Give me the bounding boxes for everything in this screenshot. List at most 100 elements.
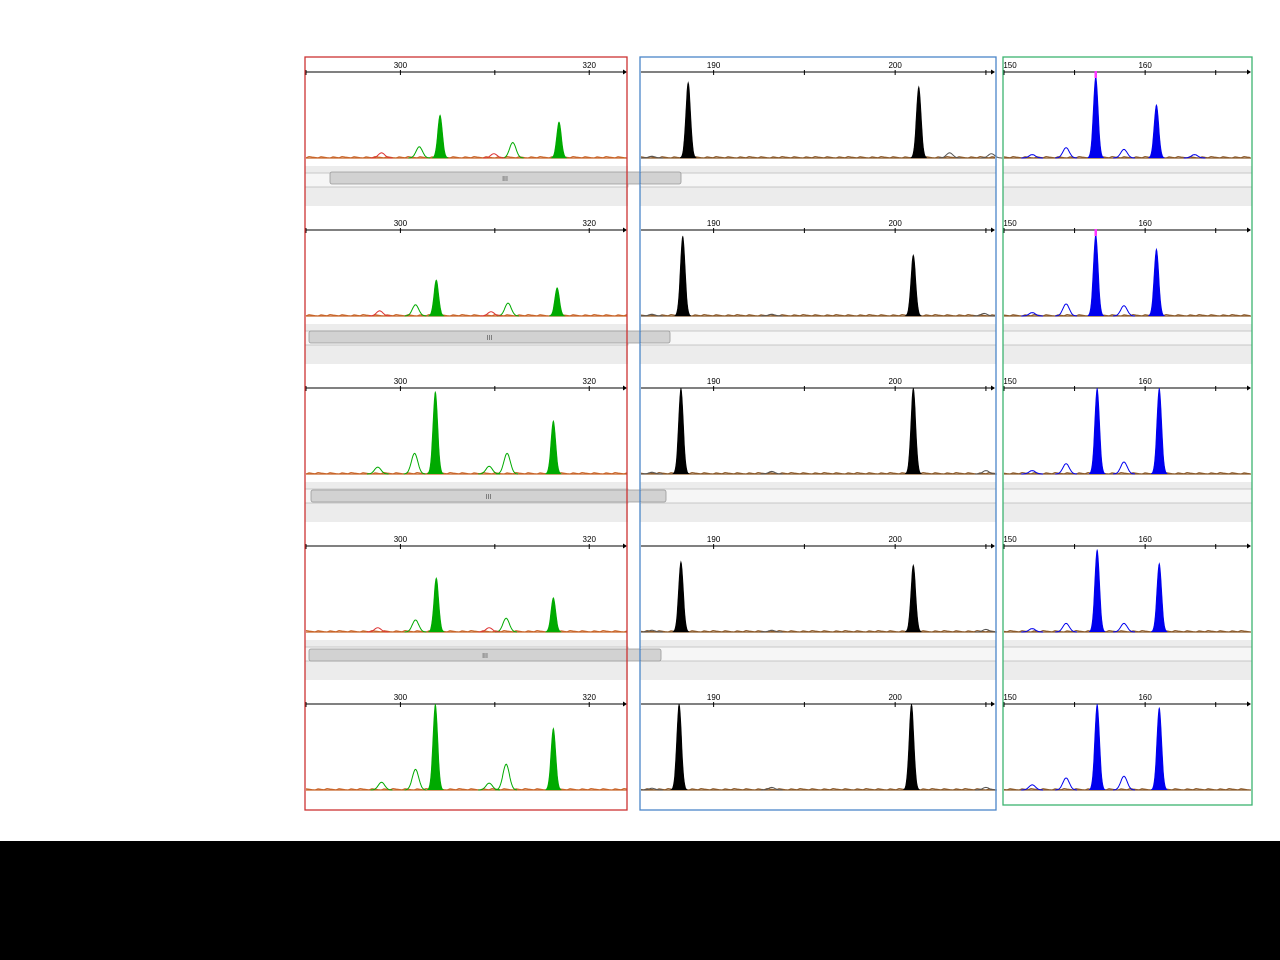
allele-peak[interactable] xyxy=(672,560,690,633)
minor-peak xyxy=(975,628,997,633)
allele-peak[interactable] xyxy=(1087,234,1105,316)
allele-peak[interactable] xyxy=(669,703,688,790)
x-tick-label: 150 xyxy=(1003,693,1017,702)
x-tick-label: 150 xyxy=(1003,61,1017,70)
minor-peak xyxy=(760,786,783,791)
trace-row: 150 160 xyxy=(1003,535,1251,633)
allele-peak[interactable] xyxy=(1148,103,1165,159)
trace-row: 300 320 xyxy=(305,535,628,633)
axis-arrow-icon xyxy=(623,385,627,391)
x-tick-label: 190 xyxy=(707,61,721,70)
allele-peak[interactable] xyxy=(427,391,444,474)
scroll-grip-icon: III xyxy=(502,176,508,183)
minor-peak xyxy=(760,629,783,633)
horizontal-scrollbar[interactable] xyxy=(639,330,997,346)
minor-peak xyxy=(760,470,783,475)
allele-peak[interactable] xyxy=(1088,387,1106,474)
allele-peak[interactable] xyxy=(1088,703,1106,790)
axis-arrow-icon xyxy=(623,227,627,233)
allele-peak[interactable] xyxy=(548,287,566,317)
scrollbar-thumb[interactable] xyxy=(639,171,682,185)
axis-arrow-icon xyxy=(1247,543,1251,549)
allele-peak[interactable] xyxy=(428,576,445,633)
horizontal-scrollbar[interactable] xyxy=(639,488,997,504)
allele-peak[interactable] xyxy=(1150,562,1168,633)
scroll-grip-icon: III xyxy=(487,335,493,342)
minor-peak xyxy=(1183,154,1206,159)
allele-peak[interactable] xyxy=(903,703,920,790)
minor-peak xyxy=(408,146,431,159)
axis-arrow-icon xyxy=(623,701,627,707)
scrollbar-thumb[interactable] xyxy=(639,648,662,662)
allele-peak[interactable] xyxy=(674,235,692,317)
minor-peak xyxy=(1021,470,1044,475)
minor-peak xyxy=(1113,461,1135,475)
allele-peak[interactable] xyxy=(1148,247,1165,317)
axis-arrow-icon xyxy=(991,385,995,391)
trace-row: 300 320 xyxy=(305,377,628,475)
panel-middle: 190 200 190 200 190 200 190 200 190 200 xyxy=(639,56,1003,811)
panel-frame xyxy=(304,56,628,811)
allele-peak[interactable] xyxy=(545,419,562,475)
panel-right: 150 160 150 160 150 160 150 160 150 160 xyxy=(1002,56,1253,806)
allele-peak[interactable] xyxy=(672,387,690,474)
horizontal-scrollbar[interactable] xyxy=(639,172,997,188)
x-tick-label: 300 xyxy=(394,219,408,228)
allele-peak[interactable] xyxy=(545,596,562,633)
allele-peak[interactable] xyxy=(428,279,445,317)
x-tick-label: 200 xyxy=(888,219,902,228)
minor-peak xyxy=(478,465,501,475)
allele-peak[interactable] xyxy=(1150,707,1168,790)
minor-peak xyxy=(975,470,997,475)
minor-peak xyxy=(641,629,663,633)
minor-peak xyxy=(404,768,427,791)
scrollbar-thumb[interactable] xyxy=(639,489,667,503)
allele-peak[interactable] xyxy=(545,727,562,791)
horizontal-scrollbar[interactable] xyxy=(1002,172,1253,188)
x-tick-label: 150 xyxy=(1003,219,1017,228)
axis-arrow-icon xyxy=(991,701,995,707)
minor-peak xyxy=(366,627,389,633)
minor-peak xyxy=(480,311,502,317)
x-tick-label: 300 xyxy=(394,693,408,702)
minor-peak xyxy=(938,152,961,159)
minor-peak xyxy=(1113,622,1135,633)
x-tick-label: 190 xyxy=(707,535,721,544)
allele-peak[interactable] xyxy=(905,253,922,317)
trace-row: 190 200 xyxy=(640,535,997,633)
minor-peak xyxy=(495,763,518,791)
x-tick-label: 300 xyxy=(394,377,408,386)
scrollbar-thumb[interactable] xyxy=(639,330,671,344)
allele-peak[interactable] xyxy=(1150,387,1168,474)
horizontal-scrollbar[interactable] xyxy=(1002,646,1253,662)
axis-arrow-icon xyxy=(991,69,995,75)
axis-arrow-icon xyxy=(623,69,627,75)
minor-peak xyxy=(641,313,663,317)
minor-peak xyxy=(1113,775,1135,791)
allele-peak[interactable] xyxy=(550,121,568,159)
minor-peak xyxy=(404,304,427,317)
allele-peak[interactable] xyxy=(1087,76,1105,158)
allele-peak[interactable] xyxy=(679,81,697,159)
baseline-trace xyxy=(1003,155,1251,159)
trace-row: 300 320 xyxy=(305,61,628,159)
minor-peak xyxy=(641,471,663,475)
allele-peak[interactable] xyxy=(904,387,922,474)
panel-frame xyxy=(639,56,997,811)
minor-peak xyxy=(1021,784,1044,791)
allele-peak[interactable] xyxy=(910,85,928,159)
allele-peak[interactable] xyxy=(904,563,922,633)
horizontal-scrollbar[interactable] xyxy=(639,646,997,662)
axis-arrow-icon xyxy=(623,543,627,549)
allele-peak[interactable] xyxy=(1088,549,1106,632)
allele-peak[interactable] xyxy=(427,703,444,790)
minor-peak xyxy=(980,153,1003,159)
minor-peak xyxy=(370,781,393,791)
axis-arrow-icon xyxy=(1247,227,1251,233)
allele-peak[interactable] xyxy=(431,114,449,159)
horizontal-scrollbar[interactable] xyxy=(1002,488,1253,504)
axis-arrow-icon xyxy=(991,543,995,549)
horizontal-scrollbar[interactable] xyxy=(1002,330,1253,346)
minor-peak xyxy=(478,782,500,791)
minor-peak xyxy=(1021,312,1044,317)
